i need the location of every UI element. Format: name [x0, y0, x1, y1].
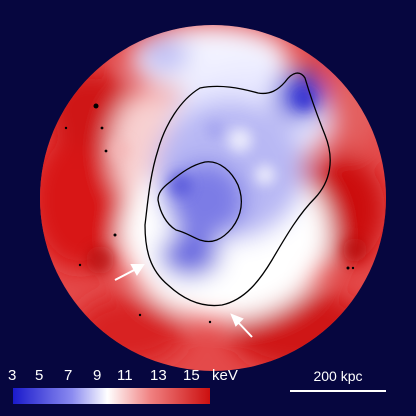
map-disk — [40, 25, 386, 371]
scalebar-label: 200 kpc — [313, 368, 363, 384]
point-source-masks — [64, 103, 355, 324]
colorbar-tick: 13 — [150, 367, 167, 384]
outer-contour — [144, 72, 331, 307]
colorbar — [13, 388, 210, 404]
colorbar-tick: 7 — [64, 367, 73, 384]
colorbar-tick: 9 — [93, 367, 102, 384]
arrow-left — [114, 264, 145, 281]
colorbar-tick: 5 — [35, 367, 44, 384]
colorbar-tick: 11 — [117, 367, 133, 384]
inner-contour — [157, 161, 243, 243]
colorbar-unit: keV — [212, 367, 238, 384]
scalebar-line — [290, 390, 386, 392]
colorbar-tick: 3 — [8, 367, 17, 384]
arrow-right — [230, 313, 253, 338]
colorbar-tick: 15 — [183, 367, 200, 384]
